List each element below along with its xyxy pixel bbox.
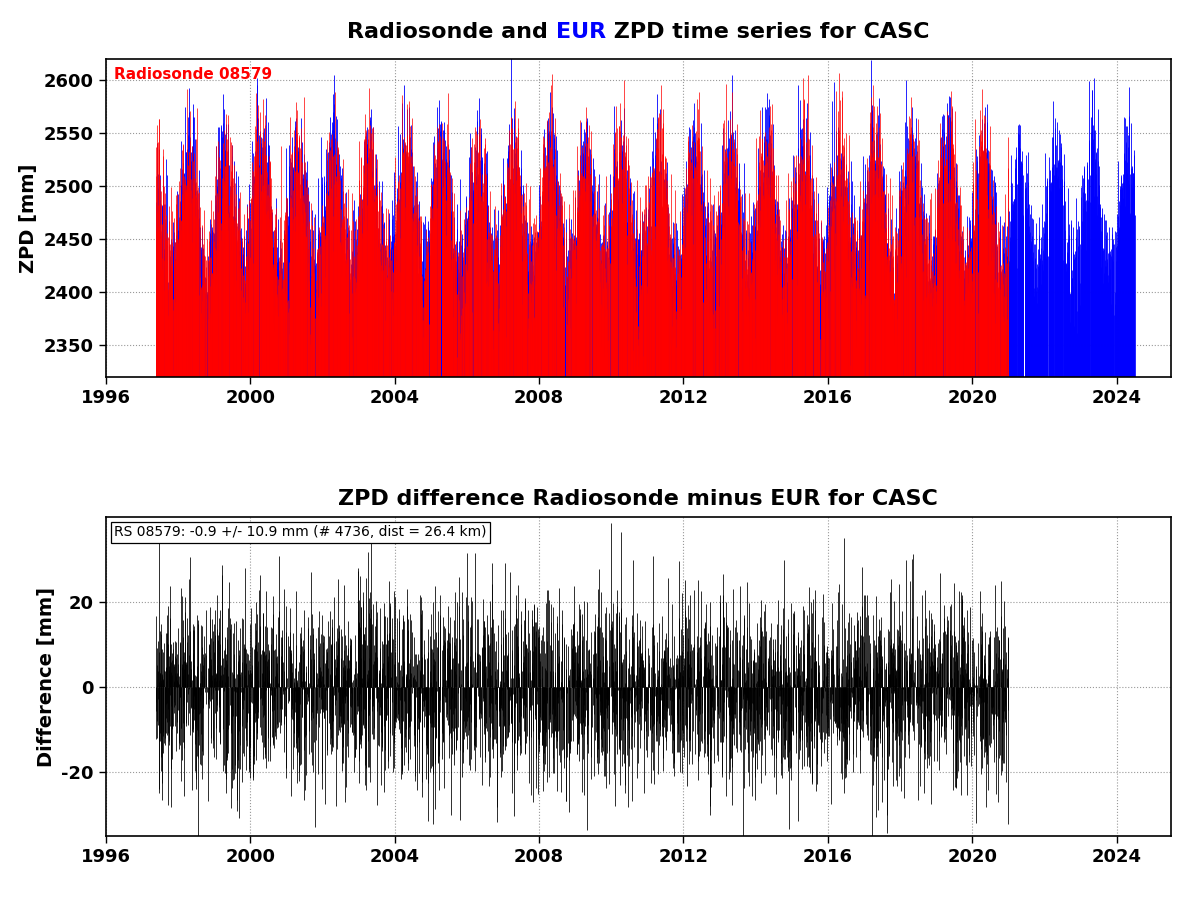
Y-axis label: Difference [mm]: Difference [mm] (37, 587, 55, 767)
Text: EUR: EUR (556, 23, 607, 42)
Text: Radiosonde 08579: Radiosonde 08579 (114, 67, 273, 81)
Y-axis label: ZPD [mm]: ZPD [mm] (19, 163, 38, 273)
Text: RS 08579: -0.9 +/- 10.9 mm (# 4736, dist = 26.4 km): RS 08579: -0.9 +/- 10.9 mm (# 4736, dist… (114, 525, 486, 540)
Text: Radiosonde and: Radiosonde and (347, 23, 556, 42)
Text: ZPD time series for CASC: ZPD time series for CASC (607, 23, 930, 42)
Title: ZPD difference Radiosonde minus EUR for CASC: ZPD difference Radiosonde minus EUR for … (339, 489, 938, 509)
